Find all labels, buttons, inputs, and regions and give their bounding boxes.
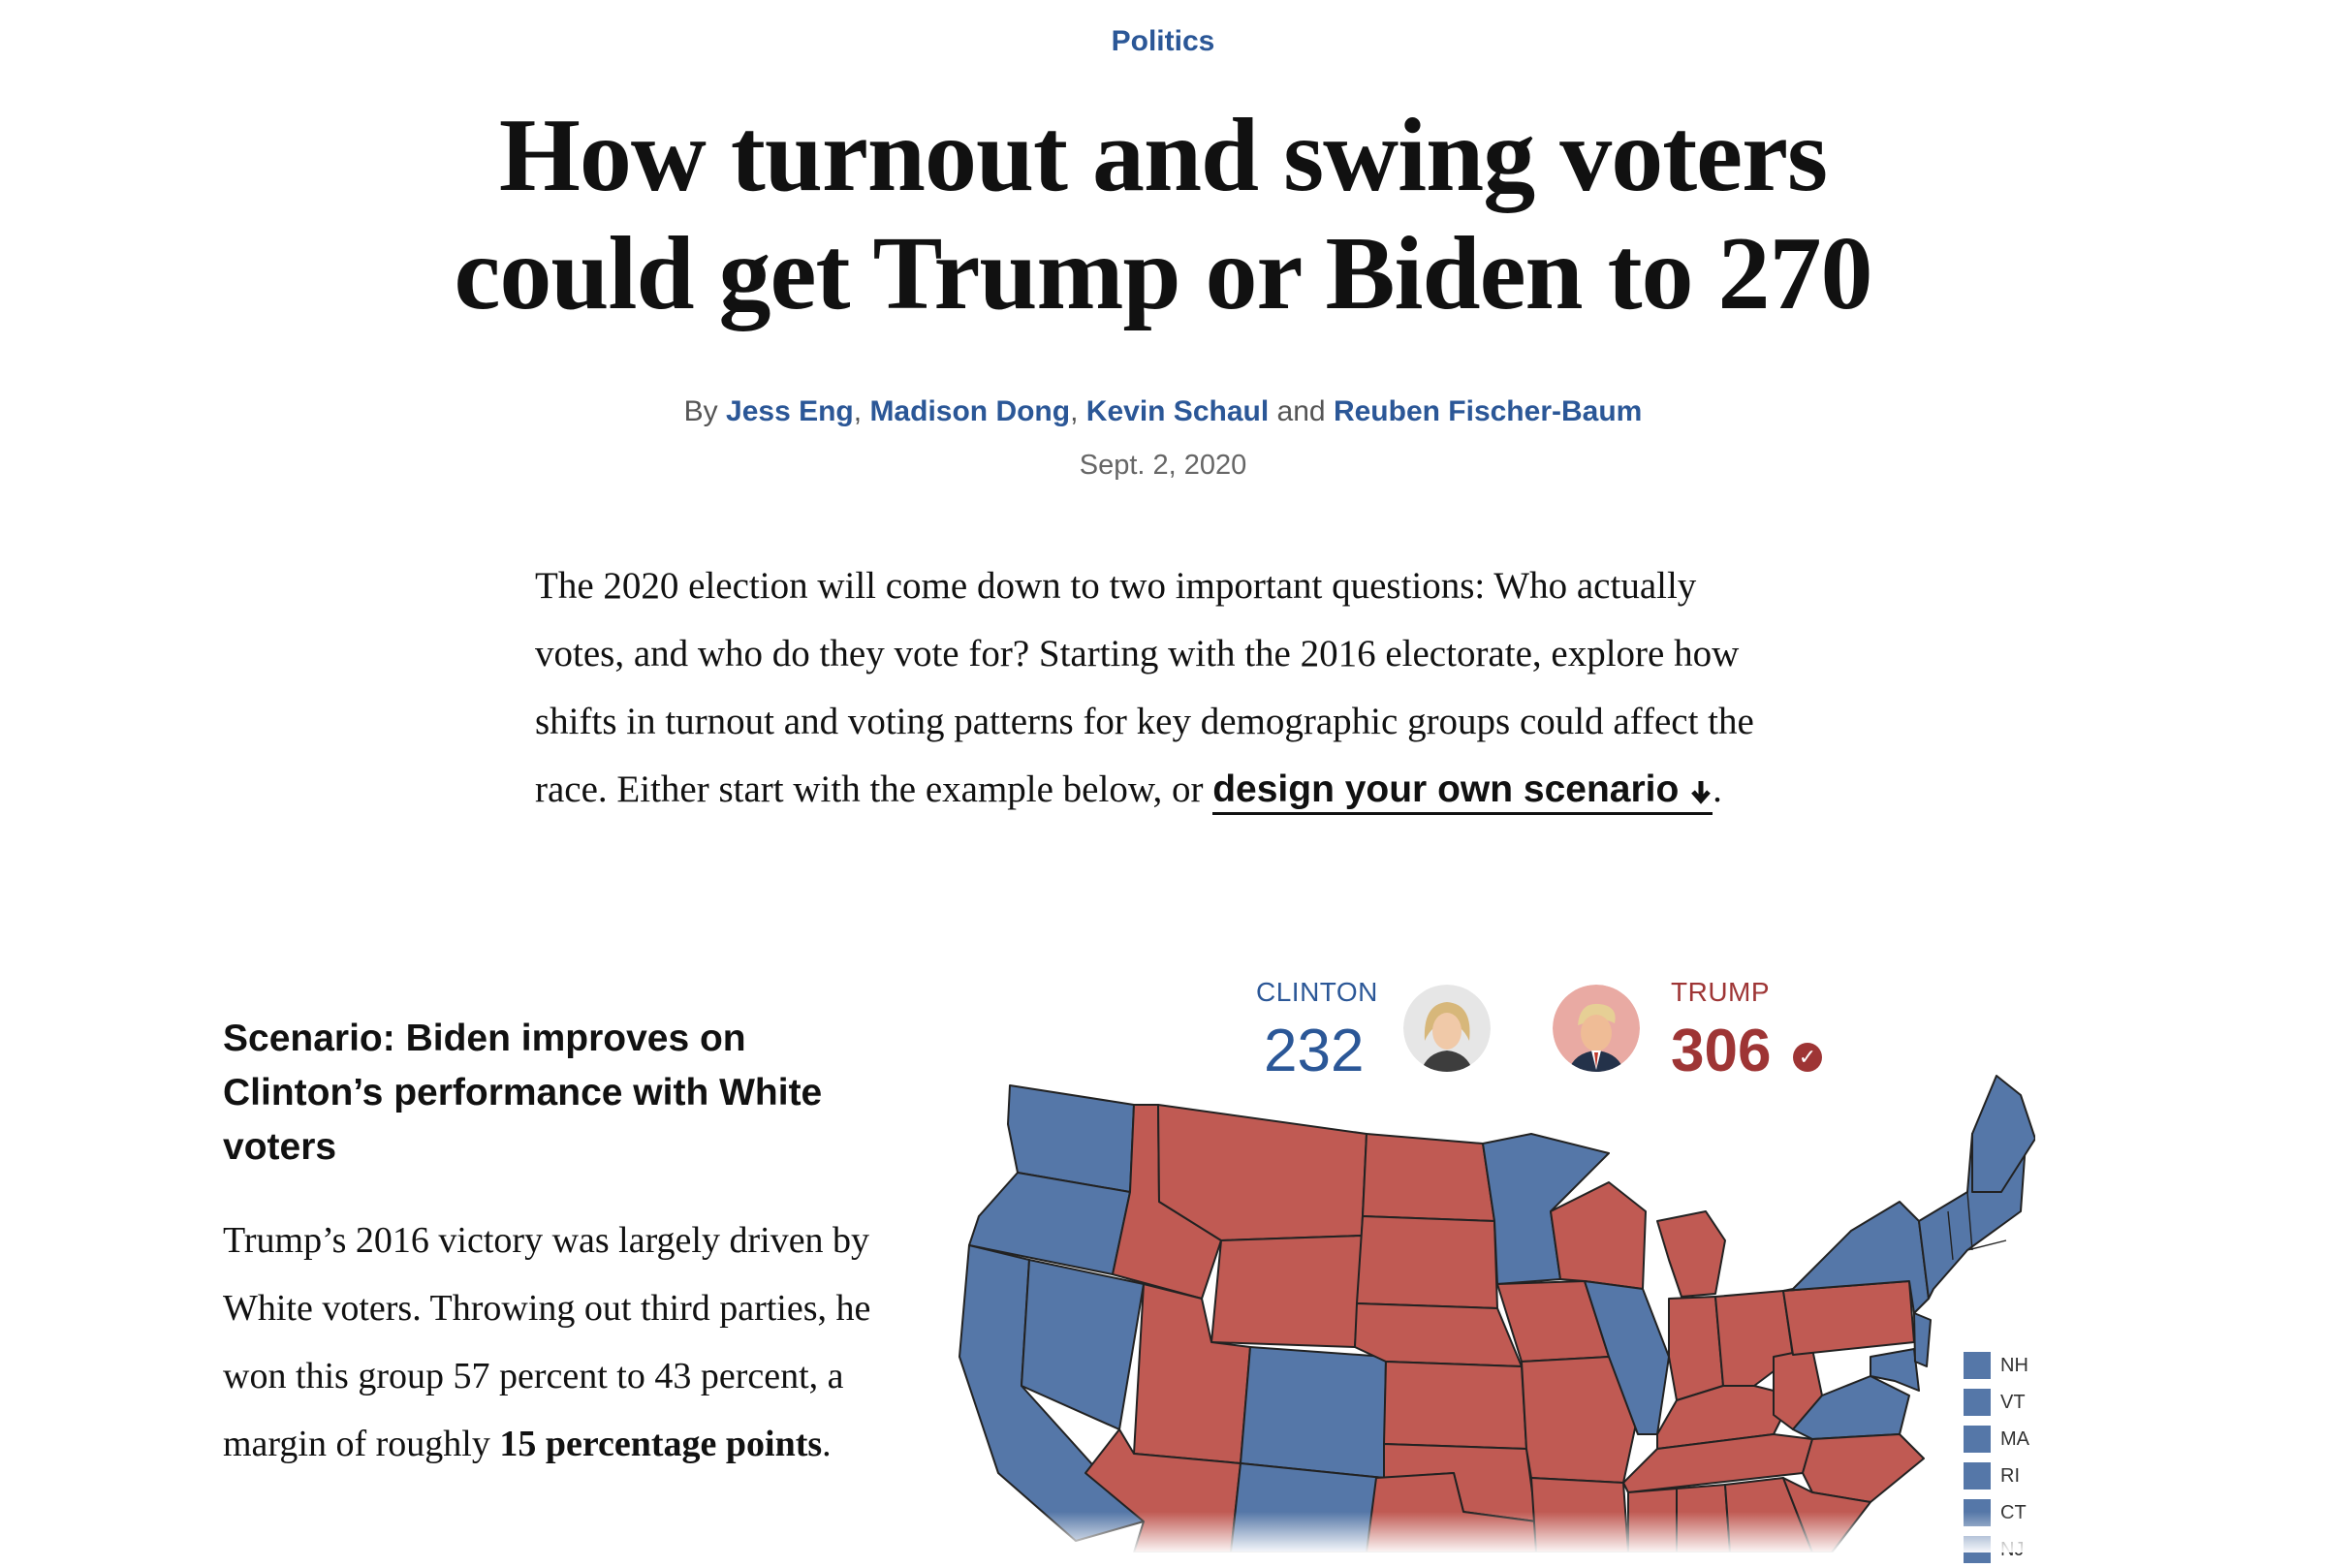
state-north-dakota <box>1362 1133 1495 1222</box>
design-scenario-link[interactable]: design your own scenario <box>1212 768 1713 815</box>
author-link-1[interactable]: Jess Eng <box>726 395 854 427</box>
legend-row-ri[interactable]: RI <box>1964 1458 2029 1494</box>
dem-candidate-name: CLINTON <box>1256 977 1378 1007</box>
state-nevada <box>1021 1259 1145 1430</box>
rep-electoral-votes: 306 <box>1671 1018 1772 1084</box>
headline-line-2: could get Trump or Biden to 270 <box>454 216 1872 331</box>
legend-row-ma[interactable]: MA <box>1964 1421 2029 1458</box>
state-kansas <box>1383 1361 1527 1450</box>
rep-candidate-name: TRUMP <box>1671 977 1771 1007</box>
author-link-4[interactable]: Reuben Fischer-Baum <box>1333 395 1643 427</box>
intro-paragraph: The 2020 election will come down to two … <box>535 552 1795 824</box>
arrow-down-icon <box>1691 781 1712 804</box>
headline-line-1: How turnout and swing voters <box>498 98 1828 213</box>
state-new-jersey <box>1913 1312 1932 1367</box>
dem-electoral-votes: 232 <box>1264 1018 1365 1084</box>
state-michigan <box>1656 1210 1726 1298</box>
state-north-carolina <box>1802 1433 1925 1503</box>
bottom-fade <box>0 1512 2326 1552</box>
state-wyoming <box>1210 1235 1363 1348</box>
scenario-body: Trump’s 2016 victory was largely driven … <box>223 1220 871 1464</box>
scenario-highlight: 15 percentage points <box>499 1424 823 1464</box>
state-maine <box>1971 1075 2035 1193</box>
byline: By Jess Eng, Madison Dong, Kevin Schaul … <box>683 395 1643 427</box>
author-link-3[interactable]: Kevin Schaul <box>1085 395 1270 427</box>
publish-date: Sept. 2, 2020 <box>1079 450 1247 481</box>
clinton-avatar <box>1403 985 1491 1072</box>
state-maryland <box>1870 1348 1920 1392</box>
scenario-title: Scenario: Biden improves on Clinton’s pe… <box>223 1018 823 1168</box>
electoral-map <box>959 1075 2035 1552</box>
state-indiana <box>1668 1296 1724 1401</box>
state-pennsylvania <box>1782 1280 1915 1356</box>
legend-row-vt[interactable]: VT <box>1964 1384 2029 1421</box>
state-colorado <box>1240 1346 1387 1479</box>
state-nebraska <box>1354 1302 1523 1367</box>
headline: How turnout and swing voters could get T… <box>194 97 2132 333</box>
trump-avatar <box>1553 985 1640 1072</box>
byline-prefix: By <box>683 395 718 427</box>
author-link-2[interactable]: Madison Dong <box>869 395 1071 427</box>
byline-and: and <box>1276 395 1326 427</box>
section-kicker[interactable]: Politics <box>1111 25 1215 57</box>
state-south-dakota <box>1356 1215 1498 1309</box>
check-circle-icon: ✓ <box>1793 1043 1822 1072</box>
intro-text: The 2020 election will come down to two … <box>535 565 1754 810</box>
legend-row-nh[interactable]: NH <box>1964 1347 2029 1384</box>
state-montana <box>1157 1104 1367 1241</box>
